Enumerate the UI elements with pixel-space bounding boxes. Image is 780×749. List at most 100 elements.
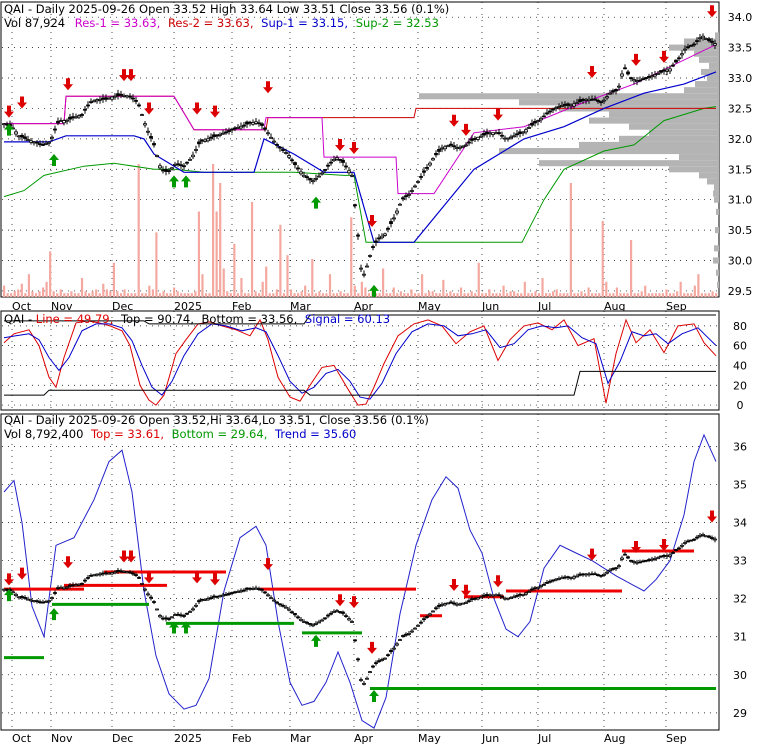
candle-body [299, 171, 303, 175]
volume-bar [442, 279, 445, 297]
candle-body [227, 593, 231, 595]
volume-bar [258, 293, 261, 297]
candle-body [110, 572, 114, 575]
volume-bar [488, 289, 491, 297]
candle-body [545, 582, 549, 584]
trend-oscillator [3, 433, 717, 729]
candle-body [647, 76, 651, 78]
candle-body [266, 594, 270, 597]
sell-arrow [4, 105, 14, 118]
candle-body [419, 176, 423, 178]
sell-arrow [367, 641, 377, 654]
candle-body [476, 597, 480, 600]
x-tick-label: Feb [232, 300, 251, 313]
candle-body [92, 100, 96, 103]
sell-arrow [119, 69, 129, 82]
candle-body [350, 174, 354, 177]
volume-bar [187, 293, 190, 297]
trend-bottom-legend: Bottom = 29.64, [172, 427, 268, 441]
candle-body [386, 654, 390, 657]
candle-body [662, 555, 666, 557]
sell-arrow [461, 123, 471, 136]
y-tick-label: 33 [733, 555, 747, 568]
volume-bar [477, 262, 480, 297]
sell-arrow [659, 50, 669, 63]
candle-body [74, 116, 78, 119]
profile-bar [619, 135, 719, 142]
candle-body [491, 132, 495, 135]
candle-body [107, 97, 111, 100]
x-tick-label: Jun [481, 300, 499, 313]
candle-body [68, 584, 72, 587]
candle-body [644, 77, 648, 79]
candle-body [698, 534, 702, 537]
volume-bar [612, 293, 615, 297]
candle-body [596, 100, 600, 102]
volume-bar [562, 293, 565, 297]
volume-bar [389, 293, 392, 297]
candle-body [599, 574, 603, 577]
candle-body [659, 555, 663, 558]
candle-body [563, 103, 567, 106]
sell-arrow [263, 558, 273, 571]
candle-body [407, 193, 411, 196]
volume-bar [573, 293, 576, 297]
candle-body [638, 79, 642, 82]
candle-body [479, 596, 483, 599]
price-candles [2, 33, 717, 278]
stochastic-panel: 80 60 40 20 0 QAI - Line = 49.79, Top = 90.7… [0, 310, 747, 412]
candle-body [251, 122, 255, 125]
candle-body [314, 177, 318, 180]
volume-bar [647, 293, 650, 297]
candle-body [692, 538, 696, 541]
candle-body [131, 572, 135, 575]
candle-body [263, 591, 267, 594]
candle-body [554, 107, 558, 110]
candle-body [29, 140, 33, 143]
sell-arrow [707, 510, 717, 523]
candle-body [383, 233, 387, 236]
volume-bar [105, 289, 108, 297]
volume-bar [435, 293, 438, 297]
candle-body [566, 576, 570, 579]
bottom-legend: Bottom = 33.56, [202, 312, 298, 326]
candle-body [467, 600, 471, 603]
candle-body [521, 131, 525, 134]
candle-body [53, 592, 57, 594]
candle-body [134, 574, 138, 576]
candle-body [431, 610, 435, 613]
candle-body [491, 594, 495, 597]
volume-bar [520, 293, 523, 297]
candle-body [476, 136, 480, 140]
candle-body [44, 601, 48, 603]
candle-body [65, 119, 69, 122]
x-tick-label: 2025 [174, 732, 202, 745]
candle-body [398, 203, 402, 206]
volume-bar [190, 293, 193, 297]
candle-body [203, 139, 207, 142]
candle-body [197, 141, 201, 145]
sell-arrow [587, 548, 597, 561]
volume-bar [498, 293, 502, 297]
candle-body [233, 591, 237, 594]
candle-body [695, 536, 699, 539]
candle-body [209, 136, 213, 139]
candle-body [377, 660, 381, 663]
candle-body [74, 584, 78, 587]
volume-bar [109, 291, 112, 297]
candle-body [350, 621, 354, 623]
sell-arrow [17, 96, 27, 109]
candle-body [413, 185, 417, 188]
candle-body [446, 145, 450, 148]
candle-body [98, 98, 102, 101]
y-tick-label: 32.5 [728, 102, 753, 115]
x-tick-label: Oct [12, 300, 32, 313]
volume-bar [162, 291, 165, 297]
volume-bar [506, 293, 509, 297]
series-line [3, 318, 717, 406]
candle-body [542, 115, 546, 118]
price-header-legend: Vol 87,924 Res-1 = 33.63, Res-2 = 33.63,… [4, 16, 439, 30]
res1-legend: Res-1 = 33.63, [75, 16, 161, 30]
x-tick-label: Jun [481, 732, 499, 745]
profile-bar [695, 81, 719, 88]
